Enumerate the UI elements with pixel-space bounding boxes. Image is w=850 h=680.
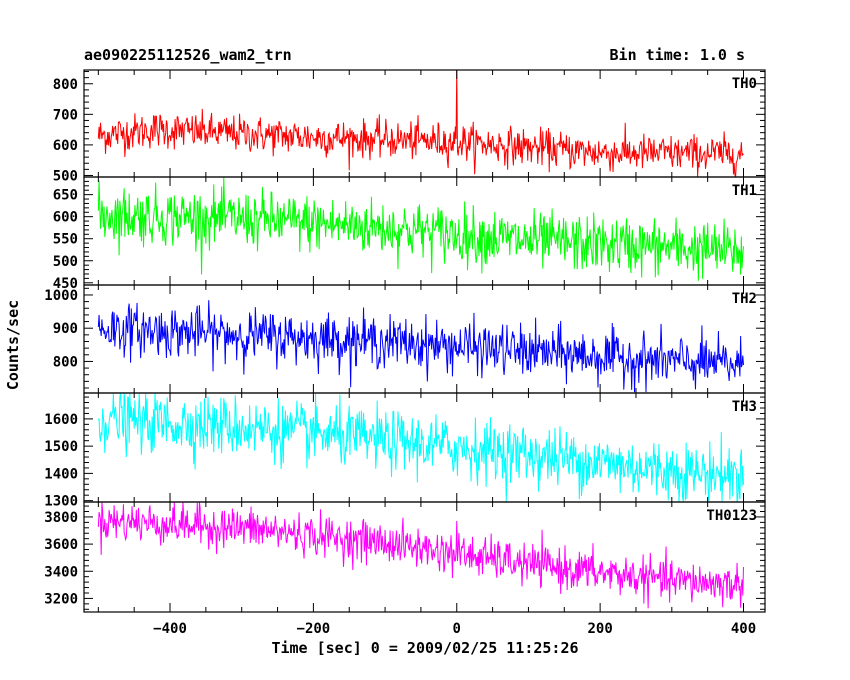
bin-time-label: Bin time: 1.0 s — [610, 46, 745, 64]
y-tick-label: 600 — [53, 210, 78, 226]
panel-label-th0123: TH0123 — [706, 508, 757, 524]
y-tick-label: 3200 — [44, 591, 78, 607]
y-tick-label: 3600 — [44, 537, 78, 553]
panel-th0123: 3200 3400 3600 3800 TH0123 — [44, 501, 766, 613]
panel-frame-th0123 — [83, 501, 766, 613]
panel-th1: 450 500 550 600 650 TH1 — [53, 176, 766, 292]
x-tick-label: −200 — [297, 621, 331, 637]
y-tick-label: 900 — [53, 321, 78, 337]
x-tick-label: 200 — [587, 621, 612, 637]
y-tick-label: 700 — [53, 107, 78, 123]
x-axis-title: Time [sec] 0 = 2009/02/25 11:25:26 — [271, 639, 578, 657]
panels-group: 500 600 700 800 TH0 450 500 550 600 650 TH1 800 900 1… — [44, 69, 766, 637]
x-tick-label: 400 — [731, 621, 756, 637]
y-tick-label: 600 — [53, 138, 78, 154]
x-tick-label: −400 — [153, 621, 187, 637]
y-tick-label: 1600 — [44, 412, 78, 428]
y-tick-label: 550 — [53, 232, 78, 248]
x-tick-label: 0 — [453, 621, 461, 637]
y-tick-label: 500 — [53, 168, 78, 184]
y-axis-title: Counts/sec — [4, 300, 22, 390]
series-line-th2 — [97, 300, 744, 393]
y-tick-label: 3800 — [44, 510, 78, 526]
series-line-th0123 — [97, 501, 744, 609]
panel-th3: 1300 1400 1500 1600 TH3 — [44, 392, 766, 510]
series-line-th0 — [97, 69, 744, 178]
y-tick-label: 1500 — [44, 439, 78, 455]
y-tick-label: 1000 — [44, 288, 78, 304]
y-tick-label: 450 — [53, 276, 78, 292]
series-line-th3 — [97, 392, 744, 503]
panel-label-th3: TH3 — [732, 399, 757, 415]
y-tick-label: 3400 — [44, 564, 78, 580]
y-tick-label: 1300 — [44, 494, 78, 510]
panel-label-th0: TH0 — [732, 76, 757, 92]
panel-label-th1: TH1 — [732, 183, 757, 199]
panel-label-th2: TH2 — [732, 291, 757, 307]
panel-th0: 500 600 700 800 TH0 — [53, 69, 766, 184]
y-tick-label: 800 — [53, 77, 78, 93]
y-tick-label: 800 — [53, 354, 78, 370]
panel-th2: 800 900 1000 TH2 — [44, 284, 766, 394]
y-tick-label: 500 — [53, 254, 78, 270]
series-line-th1 — [97, 176, 744, 281]
chart-title: ae090225112526_wam2_trn — [84, 46, 292, 64]
y-tick-label: 650 — [53, 188, 78, 204]
y-tick-label: 1400 — [44, 466, 78, 482]
